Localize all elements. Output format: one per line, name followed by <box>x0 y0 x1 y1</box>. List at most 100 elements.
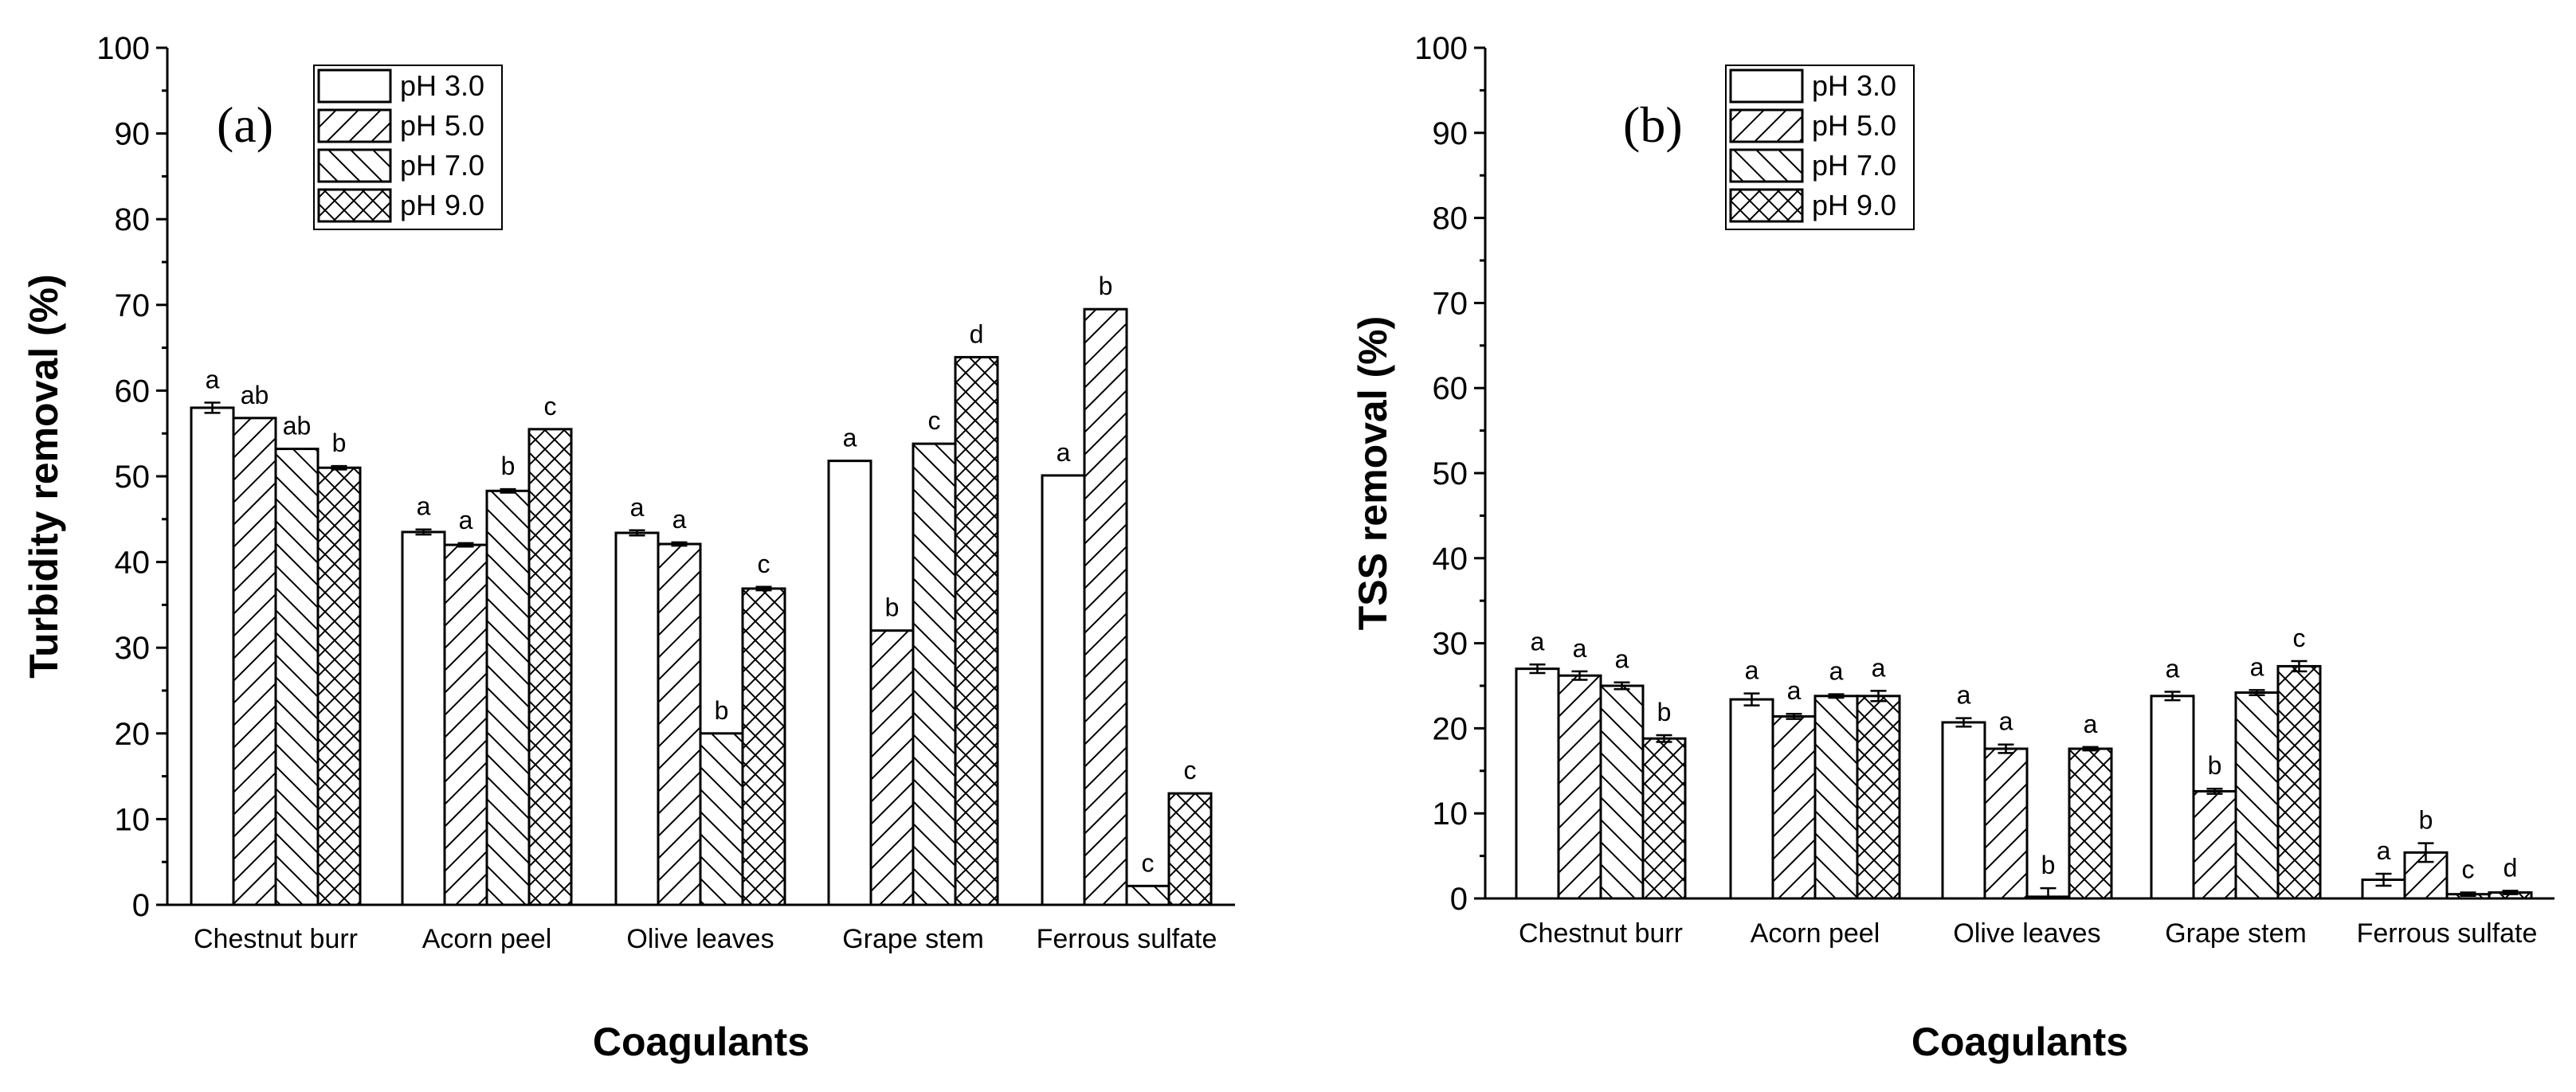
bar <box>1125 884 1170 906</box>
bar <box>1771 714 1817 900</box>
error-bar <box>2375 872 2392 887</box>
significance-letter: c <box>1142 848 1155 877</box>
significance-letter: c <box>758 550 770 578</box>
error-bar <box>2082 746 2099 752</box>
legend-swatch <box>1729 188 1804 223</box>
error-bar <box>1955 717 1972 728</box>
significance-letter: a <box>459 506 473 534</box>
y-tick-label: 10 <box>115 802 151 837</box>
panel-label: (b) <box>1623 96 1683 153</box>
bar <box>2276 664 2322 900</box>
y-tick-label: 20 <box>1433 711 1468 746</box>
bar <box>827 460 872 906</box>
significance-letter: c <box>1184 756 1197 785</box>
bar <box>699 732 744 906</box>
panel-a-chart: 0 10 20 30 40 50 60 70 80 90 100 Chestnut burr Acorn… <box>22 31 1235 1064</box>
x-axis-title: Coagulants <box>1911 1020 2128 1064</box>
error-bar <box>2460 891 2476 898</box>
legend-swatch <box>317 188 392 223</box>
x-category-label: Grape stem <box>2165 918 2307 949</box>
error-bar <box>1828 693 1845 699</box>
y-tick-label: 30 <box>1433 627 1468 662</box>
error-bar <box>755 585 772 592</box>
bar <box>869 629 915 906</box>
bar <box>2150 695 2195 900</box>
y-tick-label: 40 <box>115 546 151 581</box>
error-bar <box>2206 787 2223 795</box>
bar <box>274 448 320 906</box>
error-bar <box>331 464 347 471</box>
x-category-label: Grape stem <box>842 924 984 954</box>
significance-letter: b <box>2041 851 2056 879</box>
error-bar <box>1571 670 1588 681</box>
y-tick-label: 0 <box>1450 882 1468 917</box>
x-category-label: Acorn peel <box>422 924 552 954</box>
significance-letter: b <box>501 452 516 480</box>
significance-letter: a <box>1573 634 1587 663</box>
legend-label: pH 3.0 <box>400 69 484 102</box>
y-tick-label: 80 <box>1433 202 1468 237</box>
y-tick-label: 60 <box>1433 371 1468 406</box>
x-category-label: Chestnut burr <box>194 924 358 954</box>
legend-swatch <box>1729 68 1804 104</box>
significance-letter: a <box>1872 653 1886 682</box>
significance-letter: b <box>1657 698 1672 726</box>
significance-letter: a <box>2166 654 2180 683</box>
significance-letter: b <box>2419 806 2433 835</box>
bar <box>2068 747 2113 900</box>
significance-letter: ab <box>241 381 269 409</box>
bar <box>1641 737 1687 900</box>
significance-letter: b <box>885 593 900 622</box>
x-category-label: Ferrous sulfate <box>2357 918 2538 949</box>
bar <box>1729 698 1774 900</box>
bar <box>1041 474 1086 906</box>
y-tick-label: 100 <box>1414 31 1468 66</box>
bar <box>1983 747 2029 900</box>
significance-letter: a <box>2250 652 2264 681</box>
error-bar <box>1656 734 1672 743</box>
y-tick-label: 50 <box>1433 456 1468 491</box>
bar <box>401 530 446 906</box>
bar <box>527 428 573 906</box>
bar <box>190 406 235 906</box>
error-bar <box>500 487 516 494</box>
bar <box>316 466 362 906</box>
y-tick-label: 70 <box>115 288 151 323</box>
legend-label: pH 3.0 <box>1812 69 1896 102</box>
y-tick-label: 40 <box>1433 542 1468 577</box>
legend-swatch <box>317 68 392 104</box>
error-bar <box>457 542 474 548</box>
legend-label: pH 7.0 <box>400 149 484 182</box>
significance-letter: a <box>206 365 220 393</box>
error-bar <box>2417 842 2434 863</box>
significance-letter: a <box>1957 681 1971 710</box>
y-tick-label: 70 <box>1433 286 1468 321</box>
y-axis-title: TSS removal (%) <box>1351 316 1395 631</box>
legend-label: pH 9.0 <box>400 189 484 221</box>
bar <box>1167 792 1213 906</box>
y-tick-label: 100 <box>96 31 150 66</box>
panel-label: (a) <box>217 96 273 153</box>
significance-letter: a <box>2084 710 2098 738</box>
legend-swatch <box>317 108 392 143</box>
bar <box>954 355 999 906</box>
y-tick-label: 0 <box>132 888 150 923</box>
significance-letter: d <box>2503 853 2518 882</box>
bar <box>741 587 786 906</box>
error-bar <box>1613 681 1630 691</box>
bar <box>2234 691 2280 900</box>
error-bar <box>1529 663 1546 675</box>
bar <box>1856 695 1901 900</box>
x-axis-title: Coagulants <box>593 1020 810 1064</box>
bar <box>614 531 660 906</box>
significance-letter: a <box>1531 627 1545 656</box>
legend-swatch <box>1729 148 1804 183</box>
significance-letter: a <box>843 424 857 452</box>
error-bar <box>415 528 432 536</box>
error-bar <box>1870 690 1887 703</box>
significance-letter: a <box>1829 657 1844 686</box>
significance-letter: a <box>630 493 645 522</box>
significance-letter: b <box>715 696 729 725</box>
